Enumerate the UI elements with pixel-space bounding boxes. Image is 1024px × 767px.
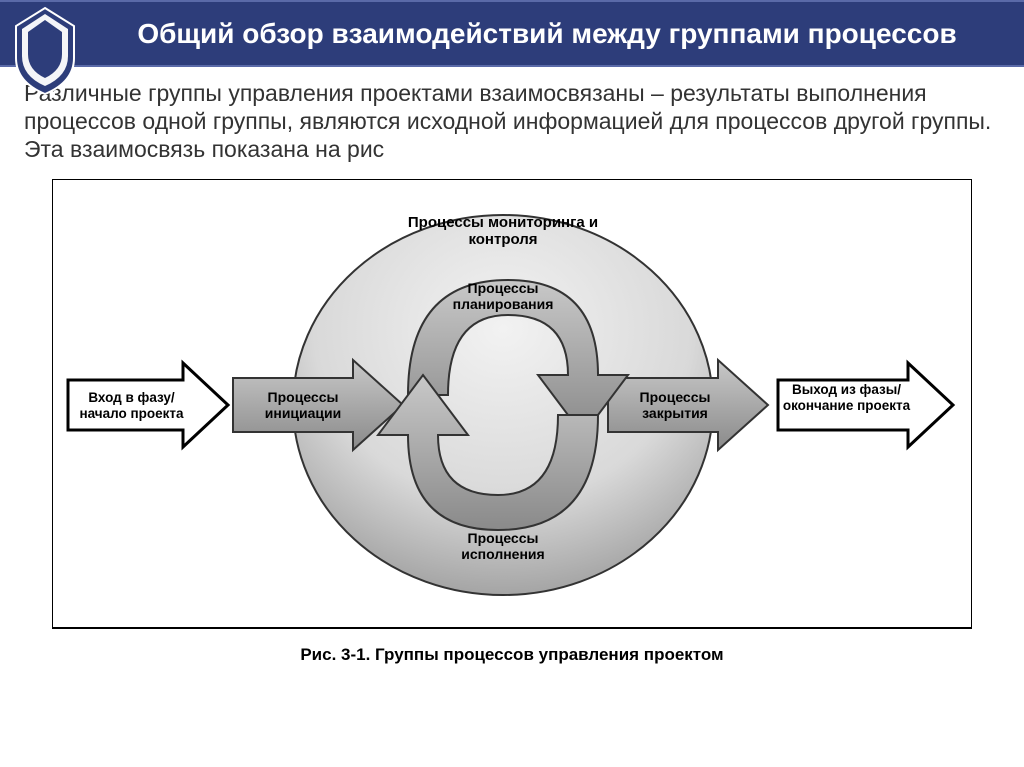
page-title: Общий обзор взаимодействий между группам… xyxy=(90,16,1004,51)
header-bar: Общий обзор взаимодействий между группам… xyxy=(0,0,1024,67)
content-area: Различные группы управления проектами вз… xyxy=(0,67,1024,671)
label-monitoring: Процессы мониторинга и контроля xyxy=(403,214,603,249)
label-entry: Вход в фазу/ начало проекта xyxy=(69,390,194,421)
figure-wrapper: Процессы мониторинга и контроля Процессы… xyxy=(52,179,972,665)
logo-badge xyxy=(12,6,78,96)
label-initiation: Процессы инициации xyxy=(248,389,358,421)
process-diagram: Процессы мониторинга и контроля Процессы… xyxy=(52,179,972,629)
description-text: Различные группы управления проектами вз… xyxy=(24,79,1000,163)
label-execution: Процессы исполнения xyxy=(433,530,573,562)
label-planning: Процессы планирования xyxy=(433,280,573,312)
label-exit: Выход из фазы/ окончание проекта xyxy=(779,382,914,413)
figure-caption: Рис. 3-1. Группы процессов управления пр… xyxy=(52,645,972,665)
label-closing: Процессы закрытия xyxy=(620,389,730,421)
